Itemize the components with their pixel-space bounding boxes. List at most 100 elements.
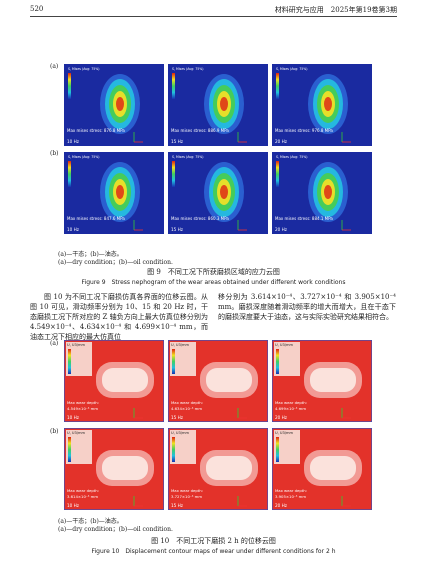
legend-title: U, U3/mm — [275, 431, 294, 435]
max-label: Max mises stress: 884.1 MPa — [275, 216, 333, 221]
contour — [324, 185, 332, 199]
simulation-image: S, Mises (Avg: 75%) Max mises stress: 876… — [64, 64, 164, 146]
legend-bar — [172, 73, 175, 99]
legend-title: S, Mises (Avg: 75%) — [276, 67, 308, 71]
contour — [220, 97, 228, 111]
simulation-image: U, U3/mm Max wear depth: 4.699×10⁻⁴ mm 20 H… — [271, 339, 373, 423]
row-label: (a) — [50, 340, 59, 347]
legend-title: U, U3/mm — [67, 343, 86, 347]
caption: 图 9 不同工况下所获磨损区域的应力云图 — [147, 268, 280, 276]
max-label: Max wear depth: — [67, 488, 99, 493]
max-value: 4.699×10⁻⁴ mm — [275, 406, 306, 411]
simulation-image: U, U3/mm Max wear depth: 4.549×10⁻⁴ mm 10 H… — [63, 339, 165, 423]
figure-note: (a)—dry condition；(b)—oil condition. — [58, 526, 173, 533]
header-rule — [30, 16, 397, 17]
frequency: 20 Hz — [275, 503, 288, 508]
max-label: Max wear depth: — [275, 488, 307, 493]
legend-title: U, U3/mm — [275, 343, 294, 347]
legend-title: U, U3/mm — [171, 343, 190, 347]
frequency: 15 Hz — [171, 415, 184, 420]
paragraph: 图 10 为不同工况下磨损仿真各界面的位移云图。从图 10 可见，滑动频率分别为… — [30, 293, 208, 341]
legend-bar — [172, 349, 175, 374]
max-value: 3.727×10⁻⁴ mm — [171, 494, 202, 499]
simulation-image: S, Mises (Avg: 75%) Max mises stress: 847… — [64, 152, 164, 234]
wear-core — [102, 368, 148, 392]
max-label: Max mises stress: 847.6 MPa — [67, 216, 125, 221]
simulation-image: S, Mises (Avg: 75%) Max mises stress: 860… — [168, 152, 268, 234]
row-label: (a) — [50, 63, 59, 70]
frequency: 15 Hz — [171, 227, 184, 232]
caption: Figure 10 Displacement contour maps of w… — [91, 548, 336, 555]
contour-plot: S, Mises (Avg: 75%) Max mises stress: 976… — [272, 64, 372, 146]
caption: Figure 9 Stress nephogram of the wear ar… — [81, 279, 346, 286]
max-label: Max mises stress: 976.8 MPa — [275, 128, 333, 133]
legend-bar — [172, 161, 175, 187]
contour — [220, 185, 228, 199]
frequency: 10 Hz — [67, 227, 80, 232]
legend-title: S, Mises (Avg: 75%) — [172, 67, 204, 71]
contour-plot: S, Mises (Avg: 75%) Max mises stress: 847… — [64, 152, 164, 234]
contour-plot: U, U3/mm Max wear depth:3.727×10⁻⁴ mm 15 H… — [167, 427, 269, 511]
frequency: 15 Hz — [171, 139, 184, 144]
max-label: Max mises stress: 860.3 MPa — [171, 216, 229, 221]
legend-title: S, Mises (Avg: 75%) — [68, 155, 100, 159]
contour-plot: S, Mises (Avg: 75%) Max mises stress: 886… — [168, 64, 268, 146]
contour-plot: S, Mises (Avg: 75%) Max mises stress: 860… — [168, 152, 268, 234]
frequency: 10 Hz — [67, 415, 80, 420]
frequency: 20 Hz — [275, 139, 288, 144]
legend-bar — [276, 349, 279, 374]
figure-note: (a)—dry condition；(b)—oil condition. — [58, 259, 173, 266]
page-number: 520 — [30, 5, 44, 13]
legend-title: U, U3/mm — [171, 431, 190, 435]
legend-title: U, U3/mm — [67, 431, 86, 435]
contour-plot: U, U3/mm Max wear depth:4.699×10⁻⁴ mm 20 H… — [271, 339, 373, 423]
contour-plot: S, Mises (Avg: 75%) Max mises stress: 876… — [64, 64, 164, 146]
legend-bar — [68, 349, 71, 374]
contour-plot: S, Mises (Avg: 75%) Max mises stress: 884… — [272, 152, 372, 234]
max-label: Max wear depth: — [171, 400, 203, 405]
row-label: (b) — [50, 150, 59, 157]
legend-bar — [172, 437, 175, 462]
wear-core — [310, 456, 356, 480]
legend-bar — [68, 73, 71, 99]
max-label: Max mises stress: 876.8 MPa — [67, 128, 125, 133]
simulation-image: S, Mises (Avg: 75%) Max mises stress: 884… — [272, 152, 372, 234]
max-label: Max wear depth: — [275, 400, 307, 405]
max-value: 3.905×10⁻⁴ mm — [275, 494, 306, 499]
contour-plot: U, U3/mm Max wear depth:3.905×10⁻⁴ mm 20 H… — [271, 427, 373, 511]
frequency: 20 Hz — [275, 415, 288, 420]
legend-bar — [276, 437, 279, 462]
contour-plot: U, U3/mm Max wear depth:4.634×10⁻⁴ mm 15 H… — [167, 339, 269, 423]
paragraph: 移分别为 3.614×10⁻⁴、3.727×10⁻⁴ 和 3.905×10⁻⁴ … — [218, 293, 396, 321]
legend-bar — [68, 437, 71, 462]
legend-bar — [68, 161, 71, 187]
simulation-image: U, U3/mm Max wear depth: 3.614×10⁻⁴ mm 10 H… — [63, 427, 165, 511]
legend-title: S, Mises (Avg: 75%) — [172, 155, 204, 159]
simulation-image: U, U3/mm Max wear depth: 3.727×10⁻⁴ mm 15 H… — [167, 427, 269, 511]
frequency: 20 Hz — [275, 227, 288, 232]
simulation-image: S, Mises (Avg: 75%) Max mises stress: 976… — [272, 64, 372, 146]
legend-bar — [276, 161, 279, 187]
contour-plot: U, U3/mm Max wear depth:4.549×10⁻⁴ mm 10 H… — [63, 339, 165, 423]
figure-note: (a)—干态；(b)—油态。 — [58, 518, 123, 525]
max-value: 4.549×10⁻⁴ mm — [67, 406, 98, 411]
legend-title: S, Mises (Avg: 75%) — [276, 155, 308, 159]
max-value: 4.634×10⁻⁴ mm — [171, 406, 202, 411]
row-label: (b) — [50, 428, 59, 435]
max-label: Max wear depth: — [171, 488, 203, 493]
simulation-image: U, U3/mm Max wear depth: 4.634×10⁻⁴ mm 15 H… — [167, 339, 269, 423]
wear-core — [206, 368, 252, 392]
simulation-image: U, U3/mm Max wear depth: 3.905×10⁻⁴ mm 20 H… — [271, 427, 373, 511]
wear-core — [102, 456, 148, 480]
contour — [324, 97, 332, 111]
journal: 材料研究与应用 2025年第19卷第3期 — [274, 6, 397, 14]
contour — [116, 185, 124, 199]
max-value: 3.614×10⁻⁴ mm — [67, 494, 98, 499]
simulation-image: S, Mises (Avg: 75%) Max mises stress: 886… — [168, 64, 268, 146]
legend-title: S, Mises (Avg: 75%) — [68, 67, 100, 71]
contour-plot: U, U3/mm Max wear depth:3.614×10⁻⁴ mm 10 H… — [63, 427, 165, 511]
caption: 图 10 不同工况下磨损 2 h 的位移云图 — [151, 537, 276, 545]
max-label: Max mises stress: 886.9 MPa — [171, 128, 229, 133]
frequency: 15 Hz — [171, 503, 184, 508]
